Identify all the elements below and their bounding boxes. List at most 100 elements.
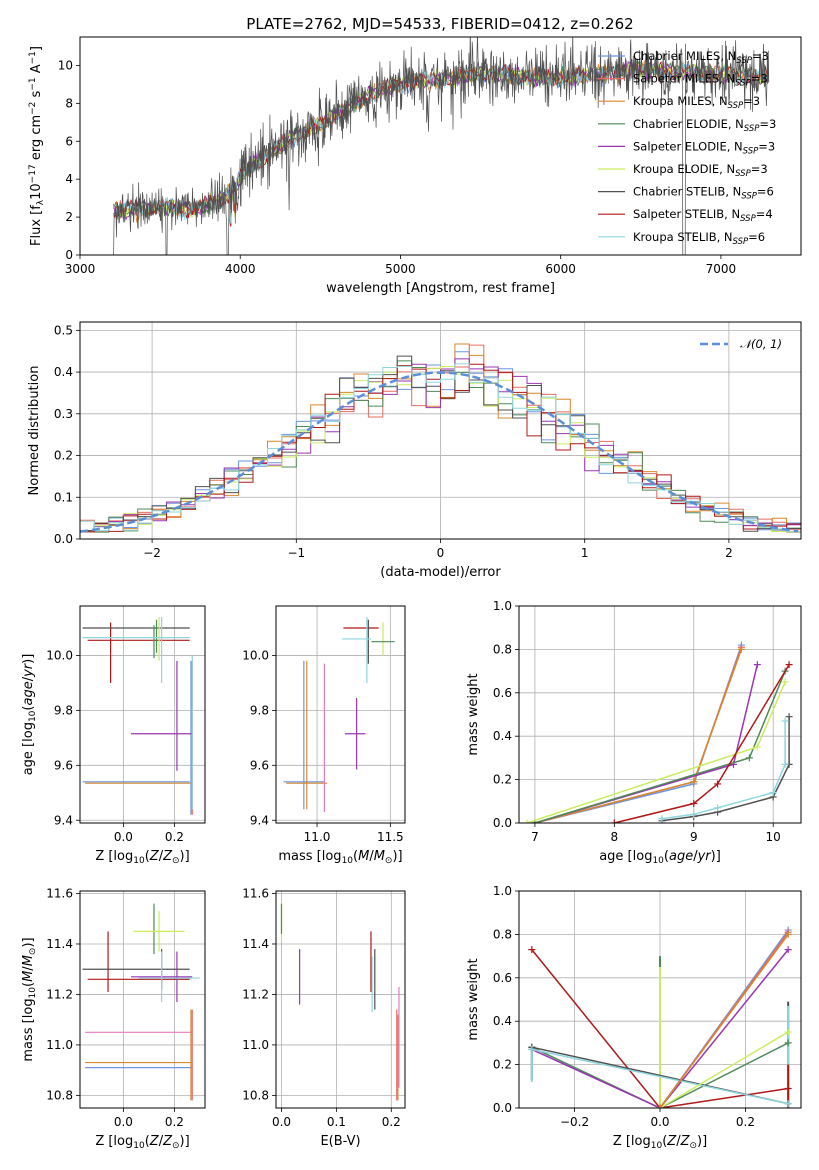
y-tick-label: 0.8 (493, 927, 512, 941)
gaussian-curve (80, 371, 799, 533)
y-axis-label: Normed distribution (27, 366, 42, 496)
point-marker (690, 778, 698, 786)
y-tick-label: 11.4 (46, 937, 73, 951)
y-tick-label: 0.2 (54, 449, 73, 463)
x-axis-label: age [log10(age/yr)] (599, 849, 721, 866)
age_vs_mass-axes: 11.0 11.5 9.4 9.6 9.8 10.0 mass [log10(M/M⊙)] (242, 606, 405, 866)
spectrum-frame (79, 36, 802, 256)
y-tick-label: 0.5 (54, 323, 73, 337)
y-tick-label: 10.8 (242, 1088, 269, 1102)
legend-label: Kroupa STELIB, NSSP=6 (633, 230, 765, 247)
legend-label: Chabrier MILES, NSSP=3 (633, 49, 769, 66)
series-line (526, 681, 786, 823)
y-tick-label: 9.8 (54, 703, 73, 717)
legend-label: Chabrier ELODIE, NSSP=3 (633, 117, 776, 134)
y-tick-label: 10.8 (46, 1088, 73, 1102)
observed-spectrum-line (113, 37, 770, 255)
point-marker (769, 789, 777, 797)
y-tick-label: 1.0 (493, 884, 512, 898)
x-axis-label: Z [log10(Z/Z⊙)] (95, 1134, 189, 1151)
y-tick-label: 0.0 (54, 532, 73, 546)
x-tick-label: 2 (725, 546, 733, 560)
y-tick-label: 11.0 (46, 1038, 73, 1052)
histogram-group (80, 343, 801, 533)
point-marker (714, 780, 722, 788)
x-axis-label: wavelength [Angstrom, rest frame] (326, 281, 555, 296)
y-tick-label: 0.6 (493, 971, 512, 985)
x-tick-label: 0.1 (327, 1115, 346, 1129)
spectrum-legend: Chabrier MILES, NSSP=3 Salpeter MILES, NS… (598, 49, 776, 247)
x-tick-label: 0 (437, 546, 445, 560)
y-tick-label: 0.8 (493, 642, 512, 656)
histogram-line (80, 355, 801, 532)
series-line (614, 664, 790, 823)
age_vs_Z-points (82, 616, 193, 815)
y-tick-label: 10.0 (46, 648, 73, 662)
y-tick-label: 11.2 (242, 987, 269, 1001)
y-axis-label: Flux [fλ10−17 erg cm−2 s−1 A−1] (28, 46, 46, 246)
y-tick-label: 11.0 (242, 1038, 269, 1052)
age_vs_Z-frame (79, 605, 206, 824)
y-tick-label: 0.6 (493, 686, 512, 700)
point-marker (658, 815, 666, 823)
legend-label: Salpeter MILES, NSSP=3 (633, 72, 768, 89)
y-tick-label: 6 (65, 134, 73, 148)
point-marker (610, 819, 618, 823)
y-tick-label: 11.4 (242, 937, 269, 951)
y-tick-label: 9.4 (54, 813, 73, 827)
age_vs_Z-axes: 0.0 0.2 9.4 9.6 9.8 10.0 Z [log10(Z/Z⊙)] age [l… (21, 606, 205, 866)
point-marker (745, 754, 753, 762)
y-tick-label: 0.3 (54, 407, 73, 421)
massweight_vs_age-frame (518, 605, 802, 824)
point-marker (784, 1100, 792, 1108)
massweight_vs_age-axes: 7 8 9 10 0.0 0.2 0.4 0.6 0.8 1.0 age [log10(age/yr… (466, 599, 801, 866)
x-tick-label: 0.2 (165, 830, 184, 844)
point-marker (781, 717, 789, 725)
point-marker (784, 1084, 792, 1092)
x-tick-label: 0.2 (736, 1115, 755, 1129)
gaussian-legend-label: 𝒩(0, 1) (740, 337, 782, 351)
histogram-line (80, 363, 801, 533)
spectrum-axes: 3000 4000 5000 6000 7000 0 2 4 6 8 10 wavelength [A… (28, 46, 736, 296)
x-tick-label: −2 (143, 546, 161, 560)
legend-label: Salpeter ELODIE, NSSP=3 (633, 139, 775, 156)
massweight_vs_age-lines (523, 641, 793, 823)
point-marker (785, 713, 793, 721)
y-tick-label: 4 (65, 172, 73, 186)
spectrum-lines (113, 37, 770, 255)
figure-title: PLATE=2762, MJD=54533, FIBERID=0412, z=0… (246, 15, 633, 33)
x-tick-label: 5000 (385, 262, 416, 276)
legend-label: Salpeter STELIB, NSSP=4 (633, 207, 773, 224)
point-marker (656, 1104, 664, 1108)
x-axis-label: E(B-V) (320, 1134, 360, 1149)
x-axis-label: Z [log10(Z/Z⊙)] (95, 849, 189, 866)
y-tick-label: 9.6 (250, 758, 269, 772)
massweight_vs_Z-lines (528, 926, 792, 1108)
y-tick-label: 10 (58, 58, 73, 72)
x-tick-label: 1 (581, 546, 589, 560)
x-tick-label: 10 (766, 830, 781, 844)
series-line (531, 1042, 789, 1108)
massweight_vs_Z-frame (518, 890, 802, 1109)
series-line (531, 949, 789, 1108)
y-tick-label: 0.0 (493, 1101, 512, 1115)
y-tick-label: 9.4 (250, 813, 269, 827)
x-axis-label: Z [log10(Z/Z⊙)] (613, 1134, 707, 1151)
residuals-frame (79, 321, 802, 540)
y-tick-label: 11.6 (242, 887, 269, 901)
residuals-axes: −2 −1 0 1 2 0.0 0.1 0.2 0.3 0.4 0.5 (data-model)/er… (27, 322, 801, 580)
x-tick-label: 4000 (225, 262, 256, 276)
x-tick-label: 0.0 (114, 830, 133, 844)
point-marker (753, 743, 761, 751)
mass_vs_ebv-frame (275, 890, 406, 1109)
point-marker (781, 678, 789, 686)
y-tick-label: 0.1 (54, 490, 73, 504)
point-marker (784, 946, 792, 954)
y-tick-label: 2 (65, 210, 73, 224)
y-tick-label: 9.8 (250, 703, 269, 717)
y-tick-label: 1.0 (493, 599, 512, 613)
y-tick-label: 9.6 (54, 758, 73, 772)
y-tick-label: 0.2 (493, 1058, 512, 1072)
point-marker (753, 661, 761, 669)
